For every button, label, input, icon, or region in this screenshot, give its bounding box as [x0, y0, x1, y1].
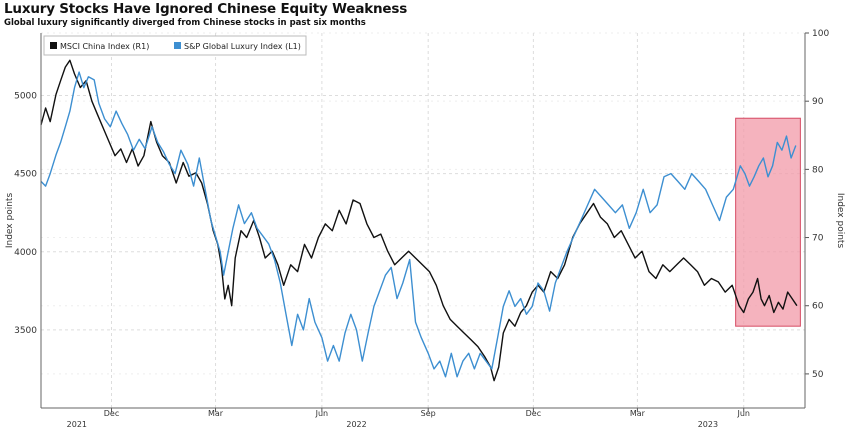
legend-swatch-luxury: [174, 42, 181, 49]
x-year-tick-label: 2021: [67, 420, 87, 429]
tick-labels: 5000 4500 4000 3500 100 90 80 70 60 50 Dec Mar Jun Se…: [5, 29, 845, 429]
y-right-tick-label: 100: [812, 29, 829, 39]
x-year-tick-label: 2022: [346, 420, 366, 429]
y-right-tick-label: 90: [812, 97, 824, 107]
highlight-region: [735, 117, 801, 327]
x-month-tick-label: Mar: [630, 409, 646, 418]
x-month-tick-label: Mar: [208, 409, 224, 418]
axes: [40, 32, 809, 412]
y-right-tick-label: 60: [812, 302, 824, 312]
x-month-tick-label: Jun: [736, 409, 750, 418]
legend[interactable]: MSCI China Index (R1) S&P Global Luxury I…: [43, 35, 307, 56]
x-year-tick-label: 2023: [698, 420, 718, 429]
x-month-tick-label: Dec: [526, 409, 541, 418]
y-left-tick-label: 4500: [14, 170, 37, 180]
legend-swatch-msci: [50, 42, 57, 49]
highlight-box: [735, 117, 801, 327]
luxury-index-line: [40, 71, 797, 378]
legend-label-msci: MSCI China Index (R1): [60, 42, 149, 51]
y-right-tick-label: 50: [812, 370, 824, 380]
legend-label-luxury: S&P Global Luxury Index (L1): [184, 42, 301, 51]
y-right-tick-label: 80: [812, 165, 824, 175]
y-left-tick-label: 4000: [14, 248, 37, 258]
y-left-tick-label: 5000: [14, 92, 37, 102]
x-month-tick-label: Dec: [104, 409, 119, 418]
x-month-tick-label: Sep: [421, 409, 436, 418]
series-lines: [40, 59, 798, 382]
y-left-tick-label: 3500: [14, 326, 37, 336]
gridlines: [41, 32, 805, 408]
y-right-axis-title: Index points: [835, 193, 845, 249]
chart-title: Luxury Stocks Have Ignored Chinese Equit…: [4, 1, 408, 17]
chart-subtitle: Global luxury significantly diverged fro…: [4, 18, 366, 28]
y-left-axis-title: Index points: [5, 193, 15, 249]
x-month-tick-label: Jun: [315, 409, 329, 418]
y-right-tick-label: 70: [812, 234, 824, 244]
